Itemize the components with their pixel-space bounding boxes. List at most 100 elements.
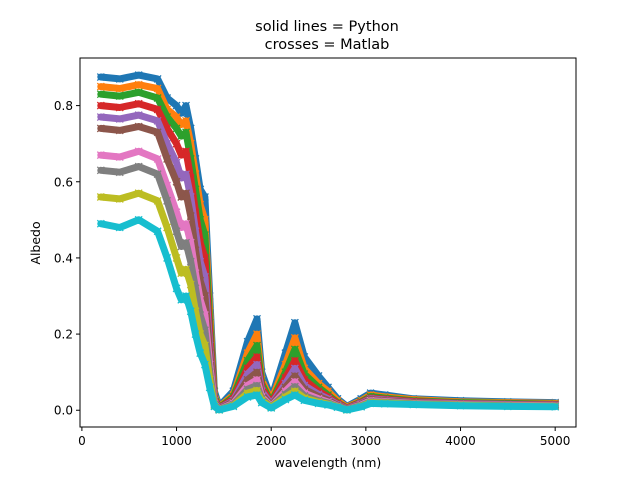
series-7-cross-marker <box>253 375 261 384</box>
series-8-cross-marker <box>186 257 195 266</box>
series-1-cross-marker <box>172 101 181 110</box>
series-10-cross-marker <box>366 399 375 408</box>
series-2-cross-marker <box>172 113 181 121</box>
series-1-cross-marker <box>134 71 143 80</box>
series-5-cross-marker <box>172 158 181 167</box>
series-4-cross-marker <box>115 103 124 112</box>
x-tick-label: 4000 <box>445 434 476 448</box>
series-6-cross-marker <box>163 154 172 163</box>
series-10 <box>96 215 560 414</box>
series-2-cross-marker <box>290 333 299 342</box>
series-2-cross-marker <box>182 116 190 125</box>
series-6-cross-marker <box>115 126 124 135</box>
series-6-cross-marker <box>153 128 162 137</box>
series-1-cross-marker <box>182 101 190 110</box>
series-5-cross-marker <box>290 364 299 373</box>
series-4-cross-marker <box>253 352 261 361</box>
series-3-cross-marker <box>153 94 162 102</box>
series-3-cross-marker <box>290 345 299 354</box>
x-tick-label: 0 <box>78 434 86 448</box>
series-4-cross-marker <box>134 99 143 108</box>
series-3-cross-marker <box>253 341 261 350</box>
series-1-cross-marker <box>253 314 261 323</box>
series-9-cross-marker <box>200 341 209 350</box>
y-axis-label: Albedo <box>28 221 43 264</box>
x-tick-label: 2000 <box>256 434 287 448</box>
series-10-cross-marker <box>281 395 290 404</box>
series-9-cross-marker <box>153 196 162 205</box>
series-5-cross-marker <box>253 360 261 369</box>
series-2-cross-marker <box>115 84 124 93</box>
series-3-cross-marker <box>115 92 124 101</box>
series-1-cross-marker <box>96 73 105 81</box>
plot-frame <box>79 57 577 428</box>
series-2-cross-marker <box>153 84 162 93</box>
series-10-cross-marker <box>357 402 366 411</box>
series-10-cross-marker <box>380 399 389 408</box>
series-4-cross-marker <box>290 356 299 365</box>
series-3-cross-marker <box>134 88 143 97</box>
x-tick-label: 1000 <box>161 434 192 448</box>
series-10-cross-marker <box>163 253 172 262</box>
series-7-cross-marker <box>134 147 143 156</box>
series-9-cross-marker <box>134 189 143 198</box>
series-7-cross-marker <box>96 151 105 160</box>
series-10-cross-marker <box>186 307 195 316</box>
series-10-cross-marker <box>290 391 299 399</box>
series-10-cross-marker <box>257 398 266 407</box>
series-10-cross-marker <box>96 219 105 228</box>
series-3-cross-marker <box>182 128 190 137</box>
series-8-cross-marker <box>96 166 105 175</box>
x-axis: 0 1000 2000 3000 4000 5000 <box>78 427 570 448</box>
series-10-cross-marker <box>253 391 261 399</box>
series-4-cross-marker <box>172 139 181 148</box>
series-6-cross-marker <box>172 177 181 186</box>
series-10-cross-marker <box>172 284 181 293</box>
series-10-cross-marker <box>333 403 342 412</box>
series-10-cross-marker <box>205 383 214 392</box>
series-10-cross-marker <box>267 404 276 412</box>
y-tick-label: 0.6 <box>54 175 73 189</box>
series-6-cross-marker <box>96 124 105 133</box>
series-8-cross-marker <box>177 242 186 251</box>
series-10-cross-marker <box>182 292 190 300</box>
series-10-cross-marker <box>229 402 238 411</box>
series-5-cross-marker <box>182 170 190 179</box>
series-7-cross-marker <box>115 153 124 161</box>
series-10-cross-marker <box>342 405 351 414</box>
x-tick-label: 3000 <box>351 434 382 448</box>
series-10-cross-marker <box>177 295 186 304</box>
series-10-cross-marker <box>300 396 309 405</box>
series-5-cross-marker <box>153 116 162 125</box>
x-tick-label: 5000 <box>540 434 571 448</box>
series-7-cross-marker <box>153 154 162 163</box>
series-10-cross-marker <box>215 405 224 414</box>
series-10-cross-marker <box>210 402 219 411</box>
series-7-cross-marker <box>182 219 190 228</box>
series-10-cross-marker <box>314 399 323 408</box>
series-8-cross-marker <box>153 170 162 179</box>
series-10-cross-marker <box>153 227 162 236</box>
y-tick-label: 0.2 <box>54 328 73 342</box>
series-10-cross-marker <box>551 402 560 411</box>
series-3-cross-marker <box>177 132 186 141</box>
series-5-cross-marker <box>96 113 105 121</box>
series-9-cross-marker <box>172 253 181 262</box>
series-1-cross-marker <box>115 74 124 83</box>
series-10-cross-marker <box>324 400 332 409</box>
series-8-cross-marker <box>172 227 181 236</box>
series-2-cross-marker <box>96 82 105 91</box>
y-axis: 0.0 0.2 0.4 0.6 0.8 <box>54 99 80 418</box>
series-8-cross-marker <box>182 238 190 247</box>
series-6-cross-marker <box>182 189 190 198</box>
series-4-cross-marker <box>182 147 190 156</box>
series-10-cross-marker <box>191 330 200 339</box>
series-10-cross-marker <box>115 223 124 232</box>
series-4-cross-marker <box>153 105 162 114</box>
series-6-cross-marker <box>253 368 261 377</box>
series-8-cross-marker <box>115 168 124 177</box>
series-4-cross-marker <box>96 101 105 110</box>
series-3-cross-marker <box>96 90 105 99</box>
series-9-cross-marker <box>163 223 172 232</box>
series-10-cross-marker <box>200 360 209 369</box>
